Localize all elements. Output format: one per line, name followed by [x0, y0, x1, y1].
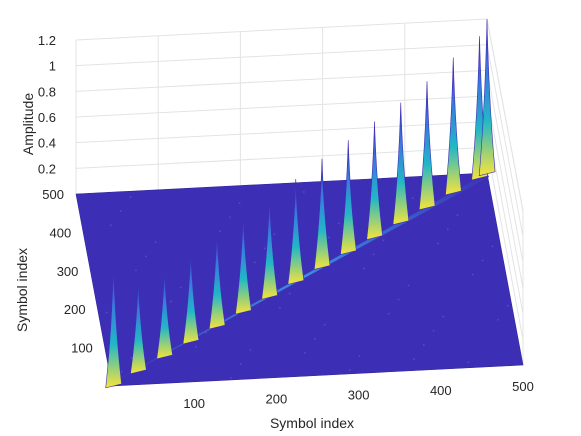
surface-texture — [119, 210, 122, 213]
surface-peak — [208, 231, 226, 330]
surface-texture — [120, 371, 123, 373]
surface-texture — [481, 259, 484, 262]
z-axis-label: Amplitude — [20, 93, 36, 155]
surface-peak — [105, 263, 122, 389]
surface-texture — [432, 329, 435, 332]
x-tick-label: 200 — [266, 392, 288, 407]
surface-texture — [397, 298, 400, 301]
side-gridline — [486, 70, 524, 263]
surface-texture — [362, 267, 365, 270]
surface-texture — [372, 253, 375, 256]
surface-texture — [446, 228, 449, 231]
surface-texture — [278, 306, 281, 309]
surface-texture — [109, 224, 112, 227]
y-tick-label: 200 — [64, 302, 86, 317]
y-axis-label: Symbol index — [14, 248, 30, 332]
surface-texture — [506, 304, 509, 307]
side-gridline — [486, 44, 524, 237]
surface-peak — [313, 158, 331, 270]
surface-texture — [154, 241, 157, 244]
surface-texture — [239, 363, 242, 365]
surface-peak — [392, 102, 410, 226]
side-gridline — [486, 147, 524, 340]
surface-texture — [456, 214, 459, 217]
surface-texture — [337, 222, 340, 225]
surface-peak — [130, 278, 147, 375]
axis-ticks: 0.2 0.4 0.6 0.8 1 1.2 100 200 300 400 500 100 200 300… — [38, 33, 534, 411]
x-tick-label: 400 — [430, 383, 452, 398]
z-gridline — [75, 44, 488, 67]
surface-peak — [478, 18, 496, 177]
surface-texture — [407, 284, 410, 287]
z-tick-label: 0.2 — [38, 161, 56, 176]
surface-texture — [471, 273, 474, 276]
surface-peak — [235, 213, 252, 315]
x-tick-label: 100 — [183, 396, 205, 411]
surface-texture — [238, 202, 241, 204]
surface-texture — [273, 233, 276, 236]
surface-texture — [348, 369, 351, 371]
surface-texture — [442, 315, 445, 318]
surface-peak — [182, 251, 200, 345]
surface-texture — [437, 242, 439, 245]
surface-texture — [249, 348, 252, 351]
z-gridline — [75, 69, 488, 92]
surface-texture — [497, 318, 499, 321]
x-tick-label: 500 — [512, 379, 534, 394]
surface-texture — [422, 343, 425, 346]
surface-peak — [340, 140, 357, 255]
surface-texture — [179, 286, 182, 289]
y-tick-label: 500 — [42, 187, 64, 202]
surface-texture — [129, 196, 132, 198]
z-gridline — [75, 95, 488, 118]
surface-texture — [228, 216, 231, 219]
z-tick-label: 0.6 — [38, 110, 56, 125]
surface-texture — [323, 323, 326, 326]
surface-texture — [491, 245, 494, 248]
surface-texture — [135, 269, 137, 272]
surface-peak — [366, 121, 383, 241]
surface-texture — [328, 236, 330, 239]
x-tick-label: 300 — [348, 387, 370, 402]
surface-texture — [253, 261, 256, 264]
surface-texture — [130, 356, 133, 359]
z-tick-label: 1 — [49, 59, 56, 74]
surface-texture — [169, 300, 172, 303]
surface-texture — [358, 355, 361, 357]
surface-peak — [156, 268, 173, 360]
surface-texture — [229, 377, 232, 379]
z-gridline — [75, 121, 488, 144]
z-tick-label: 0.8 — [38, 84, 56, 99]
surface-texture — [144, 255, 147, 258]
surface-texture — [263, 247, 266, 250]
surface-texture — [288, 292, 291, 295]
surface-texture — [302, 191, 305, 193]
surface-texture — [105, 311, 108, 314]
surface-peak — [287, 178, 305, 285]
surface-peak — [418, 81, 436, 211]
surface-texture — [313, 337, 316, 340]
surface-texture — [195, 345, 197, 348]
y-tick-label: 300 — [57, 264, 79, 279]
side-gridline — [486, 95, 524, 289]
surface-texture — [382, 239, 385, 242]
surface-texture — [413, 358, 415, 360]
y-tick-label: 100 — [71, 341, 93, 356]
x-axis-label: Symbol index — [270, 415, 354, 431]
surface-peaks — [105, 18, 496, 389]
surface-texture — [219, 230, 221, 233]
z-gridline — [75, 18, 488, 41]
z-tick-label: 1.2 — [38, 33, 56, 48]
y-tick-label: 400 — [49, 225, 71, 240]
z-tick-label: 0.4 — [38, 136, 56, 151]
z-gridline — [75, 146, 488, 169]
surface-texture — [304, 351, 306, 354]
surface-texture — [411, 197, 414, 200]
surface-peak — [261, 196, 278, 300]
surface-texture — [388, 312, 390, 315]
surface-peak — [445, 57, 462, 196]
surface-texture — [467, 361, 470, 363]
side-gridline — [486, 18, 524, 212]
